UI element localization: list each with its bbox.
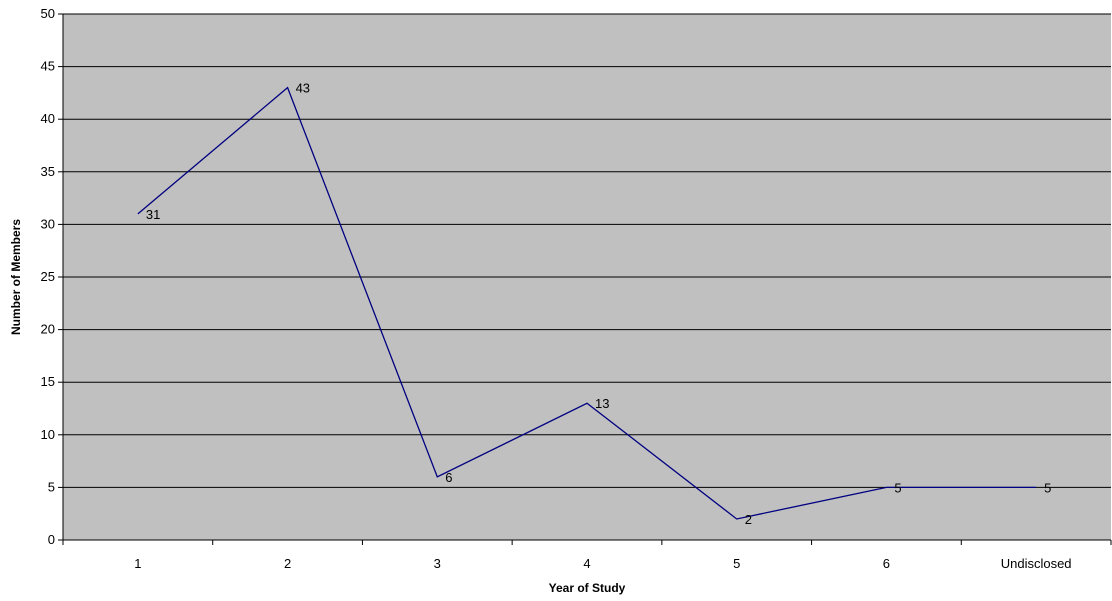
y-tick-label: 50 [41,6,55,21]
data-label: 6 [445,470,452,485]
y-tick-label: 5 [48,479,55,494]
x-tick-label: 6 [883,556,890,571]
y-tick-label: 15 [41,374,55,389]
series-line [137,86,1037,520]
data-label: 43 [296,81,310,96]
x-tick-label: 4 [583,556,590,571]
data-labels: 31 43 6 13 2 5 5 [146,81,1052,527]
y-axis-title: Number of Members [9,219,23,335]
y-axis-ticks: 0 5 10 15 20 25 30 35 40 45 50 [41,6,63,547]
y-tick-label: 10 [41,427,55,442]
data-label: 2 [745,512,752,527]
y-tick-label: 20 [41,322,55,337]
y-tick-label: 45 [41,59,55,74]
x-tick-label: 5 [733,556,740,571]
y-tick-label: 30 [41,216,55,231]
y-tick-label: 40 [41,111,55,126]
x-tick-label: 3 [434,556,441,571]
x-tick-label: 2 [284,556,291,571]
y-tick-label: 0 [48,532,55,547]
gridlines [63,13,1111,488]
x-tick-label: 1 [134,556,141,571]
y-tick-label: 25 [41,269,55,284]
data-label: 31 [146,207,160,222]
x-tick-label: Undisclosed [1001,556,1072,571]
x-axis-ticks: 1 2 3 4 5 6 Undisclosed [62,540,1112,571]
y-tick-label: 35 [41,164,55,179]
x-axis-title: Year of Study [549,581,626,595]
series-line-group [137,86,1037,520]
data-label: 5 [1044,480,1051,495]
data-label: 13 [595,396,609,411]
data-label: 5 [894,480,901,495]
